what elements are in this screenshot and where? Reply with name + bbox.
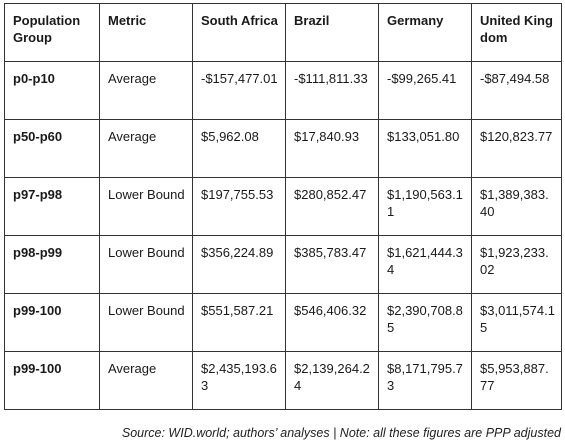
cell-united-kingdom: $3,011,574.15: [471, 293, 562, 352]
cell-metric: Lower Bound: [99, 293, 193, 352]
cell-south-africa: $5,962.08: [192, 119, 286, 178]
cell-south-africa: $551,587.21: [192, 293, 286, 352]
cell-united-kingdom: $5,953,887.77: [471, 351, 562, 410]
cell-brazil: -$111,811.33: [285, 61, 379, 120]
header-metric: Metric: [99, 3, 193, 62]
cell-south-africa: $2,435,193.63: [192, 351, 286, 410]
table-row: p50-p60 Average $5,962.08 $17,840.93 $13…: [4, 119, 562, 178]
cell-germany: $2,390,708.85: [378, 293, 472, 352]
header-south-africa: South Africa: [192, 3, 286, 62]
table-row: p98-p99 Lower Bound $356,224.89 $385,783…: [4, 235, 562, 294]
header-population-group: Population Group: [4, 3, 100, 62]
cell-united-kingdom: $1,389,383.40: [471, 177, 562, 236]
cell-south-africa: $356,224.89: [192, 235, 286, 294]
cell-population-group: p99-100: [4, 293, 100, 352]
table-row: p97-p98 Lower Bound $197,755.53 $280,852…: [4, 177, 562, 236]
cell-population-group: p0-p10: [4, 61, 100, 120]
cell-population-group: p97-p98: [4, 177, 100, 236]
cell-metric: Average: [99, 119, 193, 178]
cell-brazil: $2,139,264.24: [285, 351, 379, 410]
cell-population-group: p50-p60: [4, 119, 100, 178]
cell-population-group: p98-p99: [4, 235, 100, 294]
cell-germany: $1,621,444.34: [378, 235, 472, 294]
cell-metric: Lower Bound: [99, 235, 193, 294]
cell-metric: Lower Bound: [99, 177, 193, 236]
cell-united-kingdom: $1,923,233.02: [471, 235, 562, 294]
cell-south-africa: $197,755.53: [192, 177, 286, 236]
cell-brazil: $280,852.47: [285, 177, 379, 236]
header-brazil: Brazil: [285, 3, 379, 62]
cell-population-group: p99-100: [4, 351, 100, 410]
cell-united-kingdom: -$87,494.58: [471, 61, 562, 120]
cell-united-kingdom: $120,823.77: [471, 119, 562, 178]
cell-metric: Average: [99, 351, 193, 410]
cell-south-africa: -$157,477.01: [192, 61, 286, 120]
header-united-kingdom: United Kingdom: [471, 3, 562, 62]
cell-germany: -$99,265.41: [378, 61, 472, 120]
cell-germany: $133,051.80: [378, 119, 472, 178]
cell-germany: $1,190,563.11: [378, 177, 472, 236]
table-row: p0-p10 Average -$157,477.01 -$111,811.33…: [4, 61, 562, 120]
cell-brazil: $17,840.93: [285, 119, 379, 178]
source-note: Source: WID.world; authors’ analyses | N…: [121, 426, 561, 440]
header-germany: Germany: [378, 3, 472, 62]
wealth-table: Population Group Metric South Africa Bra…: [4, 3, 562, 410]
table-row: p99-100 Lower Bound $551,587.21 $546,406…: [4, 293, 562, 352]
header-row: Population Group Metric South Africa Bra…: [4, 3, 562, 62]
table-row: p99-100 Average $2,435,193.63 $2,139,264…: [4, 351, 562, 410]
cell-germany: $8,171,795.73: [378, 351, 472, 410]
cell-metric: Average: [99, 61, 193, 120]
cell-brazil: $385,783.47: [285, 235, 379, 294]
cell-brazil: $546,406.32: [285, 293, 379, 352]
